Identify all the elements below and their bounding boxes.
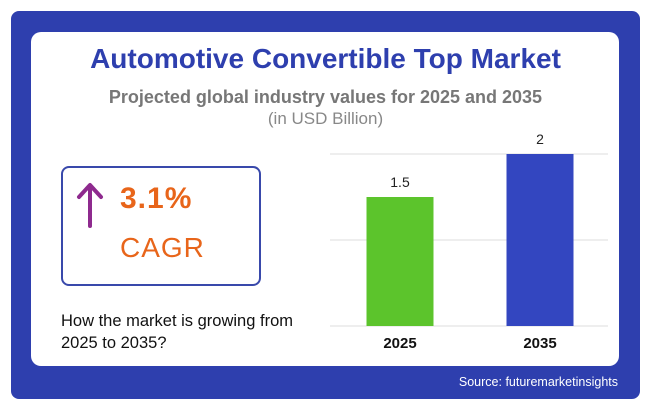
unit-label: (in USD Billion) (267, 109, 384, 128)
cagr-label: CAGR (120, 232, 205, 263)
growth-caption: How the market is growing from 2025 to 2… (61, 312, 293, 352)
chart-subtitle: Projected global industry values for 202… (108, 87, 543, 107)
cagr-value: 3.1% (120, 182, 193, 215)
up-arrow-icon (77, 183, 103, 228)
tick-label-2025: 2025 (383, 335, 416, 352)
data-label-2035: 2 (536, 131, 544, 147)
chart-title: Automotive Convertible Top Market (90, 43, 561, 74)
bar-2025 (366, 197, 434, 326)
bar-2035 (506, 154, 574, 326)
data-label-2025: 1.5 (390, 174, 410, 190)
source-note: Source: futuremarketinsights (458, 375, 618, 389)
cagr-box (61, 166, 261, 286)
tick-label-2035: 2035 (523, 335, 556, 352)
